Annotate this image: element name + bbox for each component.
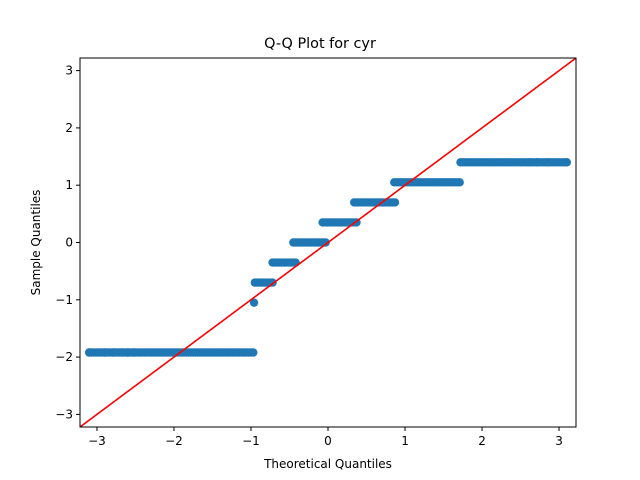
y-axis-label: Sample Quantiles — [29, 190, 43, 296]
data-point — [117, 348, 126, 357]
data-point — [85, 348, 94, 357]
y-tick-label: −3 — [55, 407, 73, 421]
data-point — [123, 348, 132, 357]
data-point — [455, 178, 464, 187]
x-tick-label: −2 — [165, 434, 183, 448]
data-point — [321, 238, 330, 247]
data-point — [129, 348, 139, 357]
data-point — [291, 258, 300, 267]
points-layer — [85, 158, 571, 357]
x-axis-ticks: −3 −2 −1 0 1 2 3 — [88, 427, 563, 448]
reference-line-layer — [80, 58, 576, 427]
reference-line — [80, 58, 576, 427]
y-tick-label: 0 — [65, 236, 73, 250]
x-tick-label: 1 — [401, 434, 409, 448]
data-point — [562, 158, 571, 167]
data-point — [533, 158, 542, 167]
y-tick-label: 2 — [65, 121, 73, 135]
y-axis-ticks: −3 −2 −1 0 1 2 3 — [55, 64, 80, 421]
y-tick-label: 1 — [65, 178, 73, 192]
x-tick-label: 2 — [478, 434, 486, 448]
data-point — [249, 298, 259, 307]
data-point — [249, 348, 258, 357]
x-axis-label: Theoretical Quantiles — [263, 457, 392, 471]
data-point — [525, 158, 534, 167]
data-point — [390, 198, 400, 207]
x-tick-label: −3 — [88, 434, 106, 448]
y-tick-label: −2 — [55, 350, 73, 364]
data-point — [109, 348, 119, 357]
x-tick-label: 0 — [324, 434, 332, 448]
y-tick-label: 3 — [65, 64, 73, 78]
x-tick-label: 3 — [555, 434, 563, 448]
data-point — [544, 158, 553, 167]
y-tick-label: −1 — [55, 293, 73, 307]
x-tick-label: −1 — [242, 434, 260, 448]
chart-title: Q-Q Plot for cyr — [264, 36, 376, 52]
data-point — [100, 348, 109, 357]
